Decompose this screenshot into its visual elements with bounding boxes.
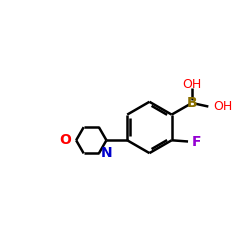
Text: OH: OH: [182, 78, 202, 90]
Text: OH: OH: [214, 100, 233, 113]
Text: O: O: [59, 133, 71, 147]
Text: B: B: [187, 96, 197, 110]
Text: N: N: [101, 146, 112, 160]
Text: F: F: [192, 134, 202, 148]
